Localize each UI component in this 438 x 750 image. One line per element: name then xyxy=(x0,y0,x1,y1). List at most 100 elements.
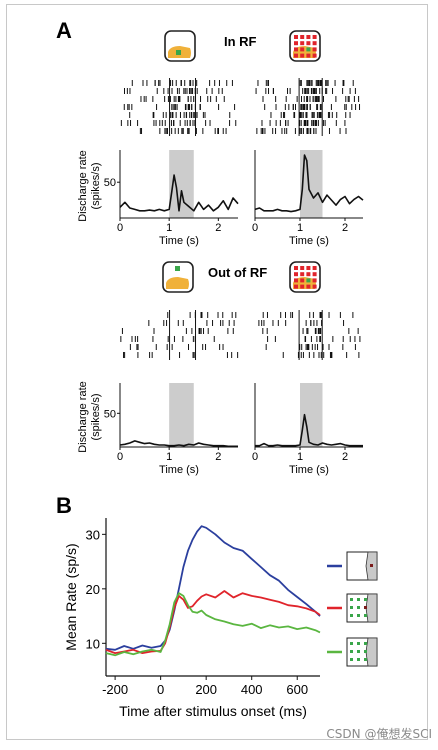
legend-dot xyxy=(364,606,367,609)
stimulus-window xyxy=(169,383,194,447)
array-dot xyxy=(300,278,305,283)
legend-dot xyxy=(357,606,360,609)
y-tick-label: 50 xyxy=(104,177,116,189)
array-dot xyxy=(300,272,305,277)
in-rf-array-icon xyxy=(289,30,321,62)
array-dot xyxy=(300,41,305,46)
array-dot xyxy=(312,284,317,289)
x-axis-label: Time (s) xyxy=(159,235,199,247)
in-rf-label: In RF xyxy=(224,34,257,49)
x-tick-label: 200 xyxy=(195,682,217,697)
x-tick-label: 1 xyxy=(166,451,172,463)
legend-dot xyxy=(357,650,360,653)
x-tick-label: 1 xyxy=(166,222,172,234)
array-dot xyxy=(294,35,298,39)
array-dot xyxy=(306,284,311,289)
legend-dot xyxy=(350,650,353,653)
series-line xyxy=(105,592,321,657)
x-axis-label: Time (s) xyxy=(289,235,329,247)
legend-red-icon xyxy=(327,593,378,623)
array-dot xyxy=(294,47,298,52)
array-dot xyxy=(300,284,305,289)
array-dot xyxy=(306,35,311,39)
raster-out-rf-array xyxy=(258,310,361,360)
x-tick-label: 600 xyxy=(286,682,308,697)
array-dot xyxy=(294,278,298,283)
y-tick-label: 10 xyxy=(86,636,100,651)
legend-dot xyxy=(364,658,367,661)
x-tick-label: 0 xyxy=(252,451,258,463)
x-tick-label: 2 xyxy=(215,451,221,463)
psth-out-rf-array: 0 1 2 Time (s) xyxy=(252,383,363,476)
y-axis-label: Discharge rate(spikes/s) xyxy=(77,381,102,453)
legend-dot xyxy=(364,614,367,617)
x-tick-label: 2 xyxy=(215,222,221,234)
array-dot xyxy=(306,53,311,58)
legend-blue-icon xyxy=(327,551,378,581)
stimulus-window xyxy=(300,150,323,218)
x-tick-label: -200 xyxy=(102,682,128,697)
x-tick-label: 400 xyxy=(241,682,263,697)
legend-green-icon xyxy=(327,637,378,667)
psth-in-rf-array: 0 1 2 Time (s) xyxy=(252,150,364,247)
figure-frame xyxy=(6,4,428,740)
raster-out-rf-single xyxy=(120,310,239,360)
panel-letter-a: A xyxy=(56,18,72,43)
legend-dot xyxy=(350,658,353,661)
x-tick-label: 1 xyxy=(297,451,303,463)
x-tick-label: 0 xyxy=(117,222,123,234)
x-tick-label: 2 xyxy=(342,222,348,234)
array-dot xyxy=(306,41,311,46)
x-axis-label: Time after stimulus onset (ms) xyxy=(119,703,307,719)
array-dot xyxy=(306,278,311,283)
psth-trace xyxy=(255,413,363,447)
legend-dot xyxy=(364,598,367,601)
x-tick-label: 1 xyxy=(297,222,303,234)
series-line xyxy=(105,525,321,651)
legend-dot xyxy=(357,614,360,617)
array-dot xyxy=(312,35,317,39)
y-axis-label: Discharge rate(spikes/s) xyxy=(77,150,102,222)
raster-in-rf-single xyxy=(120,78,237,136)
y-tick-label: 20 xyxy=(86,582,100,597)
legend-dot xyxy=(350,606,353,609)
x-tick-label: 0 xyxy=(157,682,164,697)
array-dot xyxy=(300,35,305,39)
legend-dot xyxy=(350,642,353,645)
out-rf-label: Out of RF xyxy=(208,265,267,280)
out-rf-single-stimulus-icon xyxy=(162,261,194,293)
array-dot xyxy=(306,272,311,277)
panel-letter-b: B xyxy=(56,493,72,518)
out-rf-array-icon xyxy=(289,261,321,293)
series-line xyxy=(105,590,321,654)
legend-dot xyxy=(364,642,367,645)
x-axis-label: Time (s) xyxy=(289,464,329,476)
y-tick-label: 50 xyxy=(104,408,116,420)
array-dot xyxy=(312,278,317,283)
array-dot xyxy=(294,53,298,58)
array-dot xyxy=(306,266,311,270)
x-axis-label: Time (s) xyxy=(159,464,199,476)
array-dot xyxy=(312,53,317,58)
psth-trace xyxy=(254,154,364,213)
legend-dot xyxy=(350,614,353,617)
mean-rate-chart: -200 0 200 400 600 10 20 30 Time after stimulus … xyxy=(63,518,321,719)
raster-in-rf-array xyxy=(255,78,361,136)
array-dot xyxy=(300,47,305,52)
array-dot xyxy=(294,266,298,270)
legend-dot xyxy=(357,642,360,645)
stimulus-window xyxy=(300,383,323,447)
x-tick-label: 0 xyxy=(252,222,258,234)
y-axis-label: Mean Rate (sp/s) xyxy=(63,543,79,650)
array-dot xyxy=(294,41,298,46)
array-dot xyxy=(294,272,298,277)
array-dot xyxy=(312,266,317,270)
watermark: CSDN @俺想发SCI xyxy=(326,727,432,741)
psth-trace xyxy=(119,440,238,448)
array-dot xyxy=(312,41,317,46)
legend-dot xyxy=(350,598,353,601)
legend-dot xyxy=(364,650,367,653)
legend-dot xyxy=(357,658,360,661)
